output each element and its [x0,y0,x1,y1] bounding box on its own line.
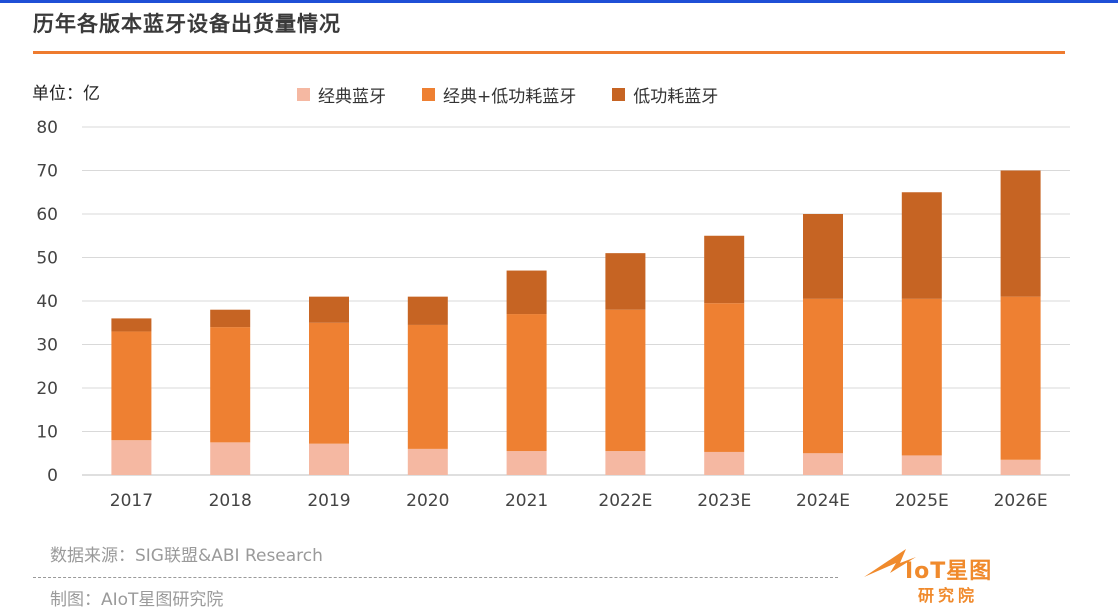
y-tick-label: 10 [36,423,58,443]
x-tick-label: 2024E [796,491,850,511]
y-tick-label: 80 [36,118,58,138]
bar-segment [309,322,349,444]
bar-segment [309,443,349,475]
x-tick-label: 2019 [307,491,350,511]
bar-segment [605,309,646,452]
x-tick-label: 2018 [209,491,252,511]
bar-segment [210,327,251,443]
source-note: 数据来源：SIG联盟&ABI Research [50,546,323,566]
y-tick-label: 40 [36,292,58,312]
legend-swatch [612,88,626,101]
logo-sub: 研究院 [918,586,979,605]
bar-segment [309,296,349,323]
bar-segment [704,451,745,475]
y-tick-label: 0 [47,466,58,486]
bar-segment [111,331,152,441]
bar-segment [506,451,547,475]
legend-label: 经典蓝牙 [318,87,386,107]
legend-item-classic: 经典蓝牙 [297,82,386,107]
footer-divider [33,577,838,578]
bar-segment [605,451,646,475]
bar-segment [210,309,251,328]
bar-segment [901,455,942,475]
bar-segment [111,318,152,332]
x-tick-label: 2025E [895,491,949,511]
y-tick-label: 60 [36,205,58,225]
y-tick-label: 50 [36,249,58,269]
logo-brand: IoT星图 [905,559,993,584]
bar-segment [605,253,646,310]
x-tick-label: 2026E [994,491,1048,511]
chart-title: 历年各版本蓝牙设备出货量情况 [33,12,341,36]
bar-segment [803,298,843,454]
bar-segment [407,296,448,325]
legend-label: 低功耗蓝牙 [633,87,719,107]
y-tick-label: 70 [36,162,58,182]
bar-segment [407,324,448,449]
bar-segment [407,448,448,475]
title-divider [33,51,1065,54]
y-tick-label: 30 [36,336,58,356]
bar-segment [803,214,843,299]
bar-segment [901,192,942,299]
x-tick-label: 2017 [110,491,153,511]
bar-segment [901,298,942,456]
x-tick-label: 2023E [697,491,751,511]
legend-swatch [297,88,310,101]
x-tick-label: 2020 [406,491,449,511]
legend-item-low-energy: 低功耗蓝牙 [612,82,718,107]
aiot-logo-icon [864,549,916,577]
legend: 经典蓝牙 经典+低功耗蓝牙 低功耗蓝牙 [297,82,754,107]
top-border [0,0,1118,3]
x-tick-label: 2022E [598,491,652,511]
bar-segment [803,453,843,475]
maker-note: 制图：AIoT星图研究院 [50,590,224,610]
bar-segment [210,442,251,475]
bar-segment [704,303,745,452]
bar-segment [1000,296,1041,460]
bar-segment [1000,459,1041,475]
bar-segment [111,440,152,475]
bar-segment [1000,170,1041,297]
bar-segment [506,270,547,315]
unit-label: 单位：亿 [32,84,100,104]
legend-item-dual-mode: 经典+低功耗蓝牙 [422,82,576,107]
x-tick-label: 2021 [505,491,548,511]
legend-swatch [422,88,435,101]
legend-label: 经典+低功耗蓝牙 [443,87,577,107]
bar-segment [506,314,547,452]
y-tick-label: 20 [36,379,58,399]
bar-segment [704,235,745,304]
